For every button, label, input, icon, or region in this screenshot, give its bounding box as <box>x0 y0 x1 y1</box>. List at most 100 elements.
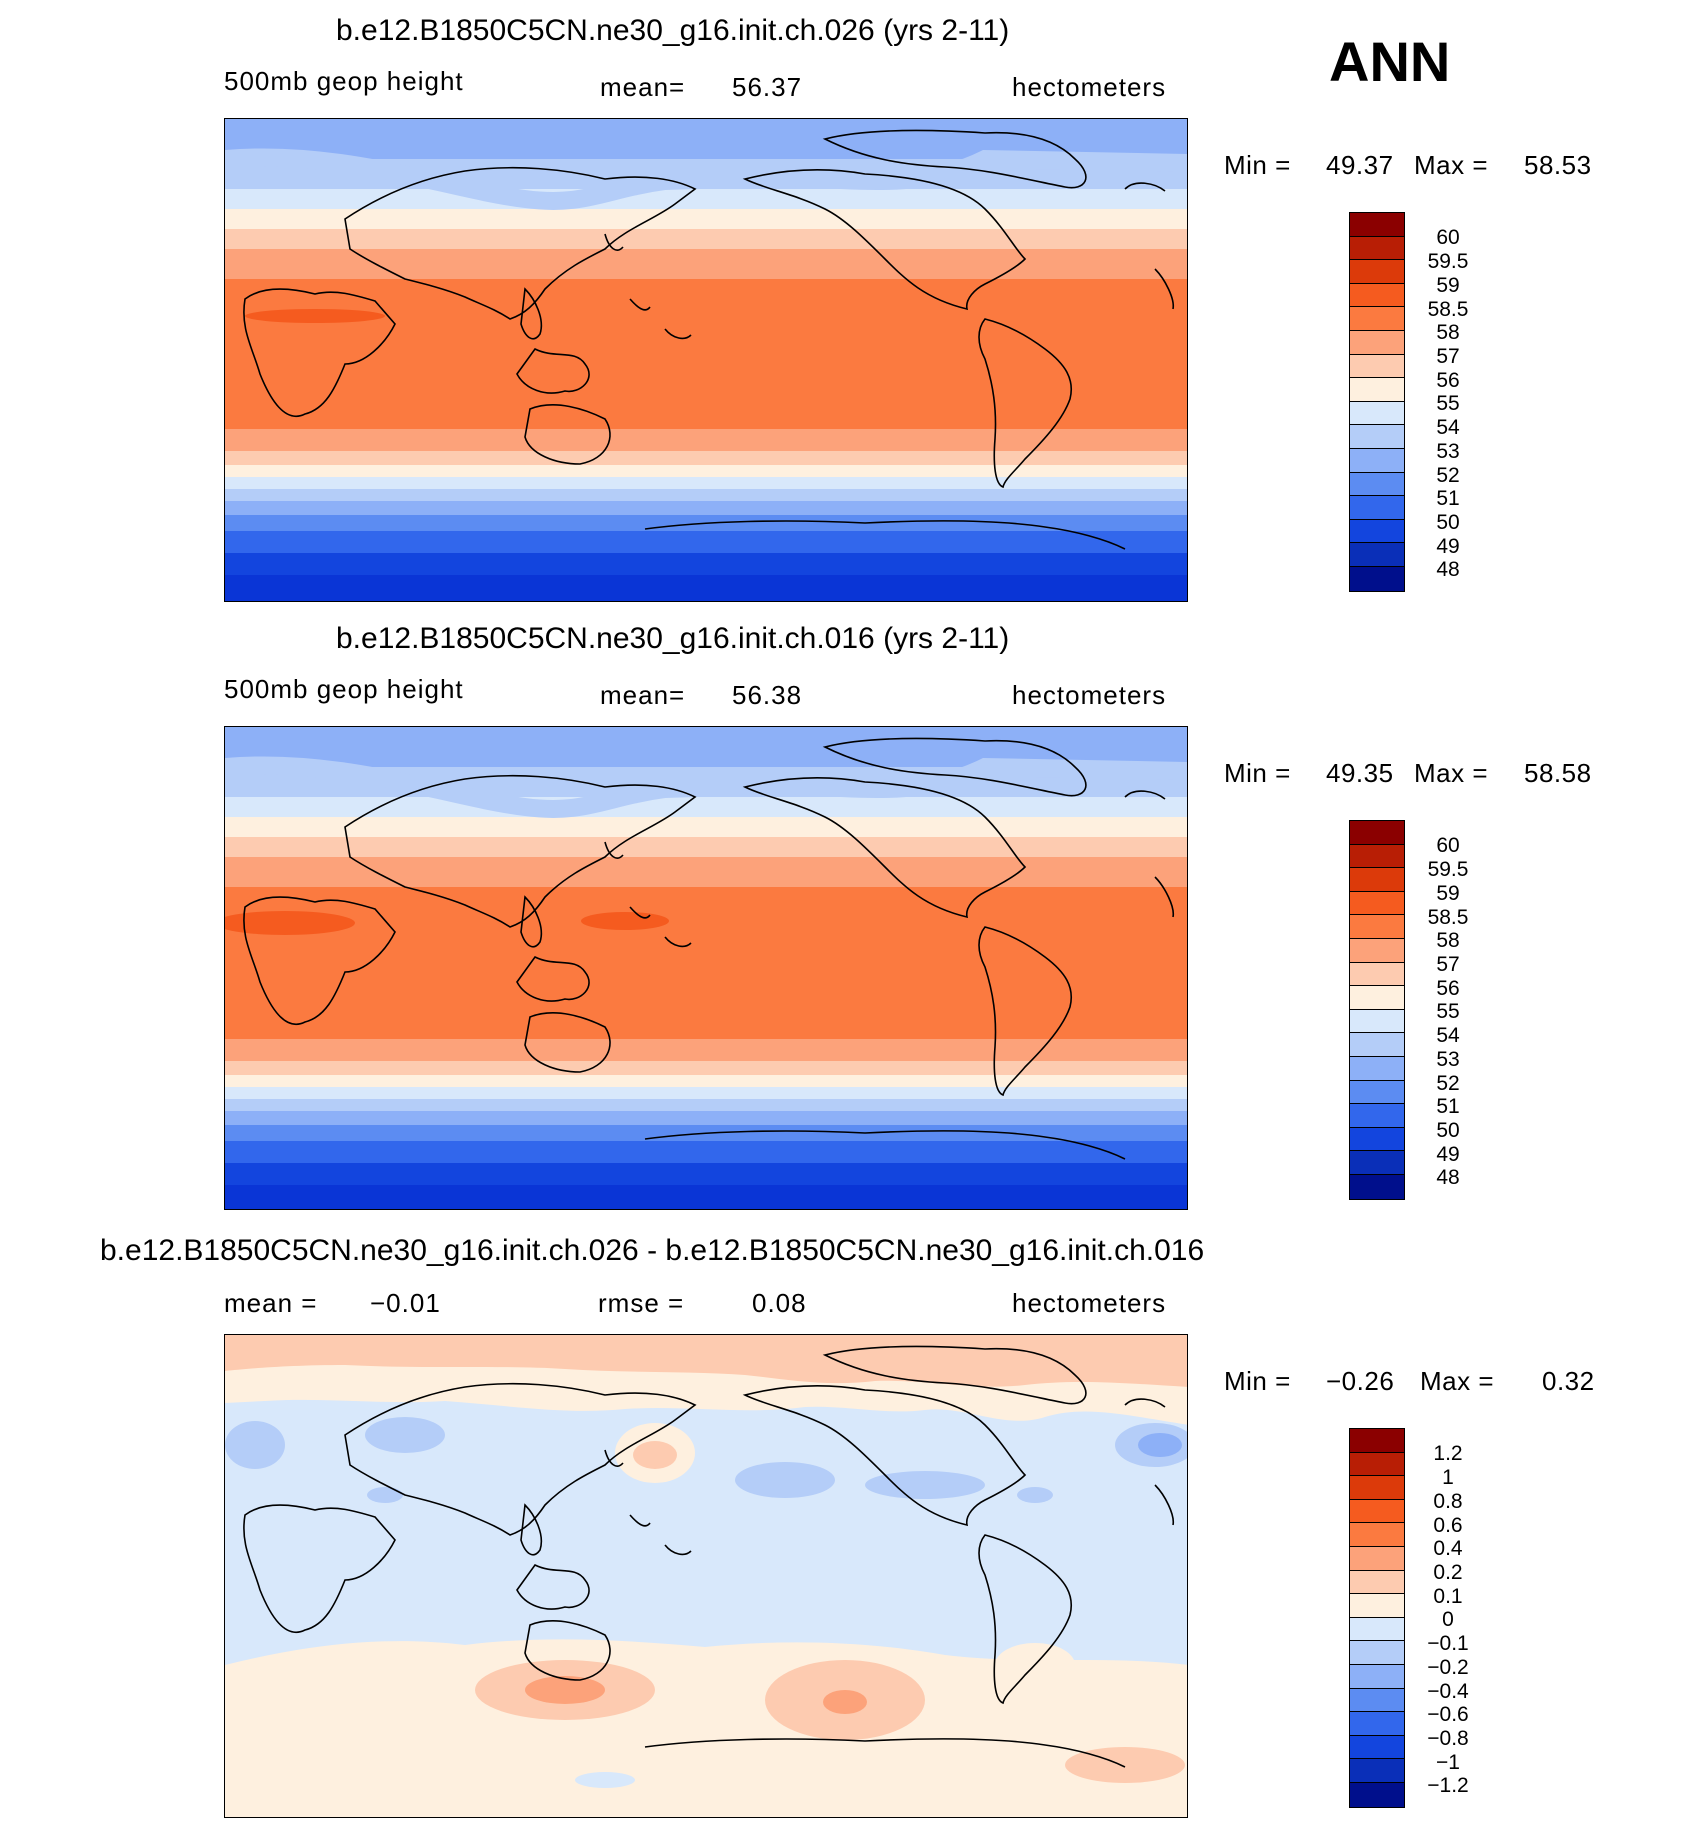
colorbar-swatch <box>1350 496 1404 520</box>
colorbar-label: 0.8 <box>1433 1490 1463 1513</box>
units-label-difference: hectometers <box>1012 1288 1167 1318</box>
colorbar-swatch <box>1350 1452 1404 1477</box>
season-label: ANN <box>1329 30 1451 93</box>
colorbar-swatch <box>1350 1735 1404 1760</box>
colorbar-label: 58 <box>1436 929 1460 952</box>
colorbar-label: 54 <box>1436 416 1460 439</box>
max-value-top: 58.53 <box>1524 150 1592 180</box>
colorbar-label: 59 <box>1436 882 1460 905</box>
colorbar-label: 1 <box>1442 1466 1454 1489</box>
min-label-middle: Min = <box>1224 758 1291 788</box>
colorbar-swatch <box>1350 1151 1404 1175</box>
min-value-top: 49.37 <box>1326 150 1394 180</box>
colorbar-swatch <box>1350 566 1404 591</box>
map-difference <box>224 1334 1188 1818</box>
colorbar-swatch <box>1350 213 1404 237</box>
colorbar-label: 58.5 <box>1427 906 1469 929</box>
colorbar-swatch <box>1350 938 1404 963</box>
colorbar-label: 52 <box>1436 464 1460 487</box>
variable-label-top: 500mb geop height <box>224 66 464 96</box>
colorbar-swatch <box>1350 1174 1404 1199</box>
colorbar-label: 59 <box>1436 274 1460 297</box>
map-top <box>224 118 1188 602</box>
colorbar-label: 0.6 <box>1433 1514 1463 1537</box>
colorbar-swatch <box>1350 1664 1404 1689</box>
colorbar-label: 0 <box>1442 1608 1454 1631</box>
colorbar-label: 56 <box>1436 369 1460 392</box>
contour-bands-difference <box>225 1335 1187 1817</box>
map-middle <box>224 726 1188 1210</box>
colorbar-label: 59.5 <box>1427 858 1469 881</box>
mean-label-top: mean= <box>600 72 686 102</box>
colorbar-label: 0.2 <box>1433 1561 1463 1584</box>
colorbar-label: 58.5 <box>1427 298 1469 321</box>
rmse-label-difference: rmse = <box>598 1288 685 1318</box>
colorbar-label: 50 <box>1436 1119 1460 1142</box>
colorbar-label: 55 <box>1436 1000 1460 1023</box>
colorbar-swatch <box>1350 1782 1404 1807</box>
colorbar-difference <box>1349 1428 1405 1808</box>
colorbar-label: 59.5 <box>1427 250 1469 273</box>
colorbar-swatch <box>1350 1499 1404 1524</box>
colorbar-swatch <box>1350 472 1404 497</box>
mean-value-top: 56.37 <box>732 72 803 102</box>
min-value-middle: 49.35 <box>1326 758 1394 788</box>
colorbar-swatch <box>1350 354 1404 379</box>
colorbar-swatch <box>1350 1104 1404 1128</box>
colorbar-top <box>1349 212 1405 592</box>
colorbar-swatch <box>1350 915 1404 939</box>
min-label-difference: Min = <box>1224 1366 1291 1396</box>
colorbar-swatch <box>1350 378 1404 402</box>
mean-label-middle: mean= <box>600 680 686 710</box>
map-field-difference <box>225 1335 1187 1817</box>
min-label-top: Min = <box>1224 150 1291 180</box>
colorbar-swatch <box>1350 1759 1404 1783</box>
colorbar-label: 0.1 <box>1433 1585 1463 1608</box>
min-value-difference: −0.26 <box>1326 1366 1395 1396</box>
colorbar-label: −1.2 <box>1427 1774 1469 1797</box>
colorbar-swatch <box>1350 1009 1404 1034</box>
colorbar-label: −0.4 <box>1427 1680 1469 1703</box>
colorbar-swatch <box>1350 868 1404 892</box>
colorbar-swatch <box>1350 1476 1404 1500</box>
colorbar-label: 60 <box>1436 834 1460 857</box>
colorbar-label: 48 <box>1436 558 1460 581</box>
colorbar-swatch <box>1350 543 1404 567</box>
colorbar-swatch <box>1350 1712 1404 1736</box>
rmse-value-difference: 0.08 <box>752 1288 807 1318</box>
colorbar-label: 51 <box>1436 1095 1460 1118</box>
colorbar-swatch <box>1350 1127 1404 1152</box>
map-field-top <box>225 119 1187 601</box>
colorbar-label: 60 <box>1436 226 1460 249</box>
coastlines-top <box>243 129 1175 550</box>
colorbar-label: −0.1 <box>1427 1632 1469 1655</box>
colorbar-swatch <box>1350 260 1404 284</box>
colorbar-swatch <box>1350 1429 1404 1453</box>
colorbar-middle <box>1349 820 1405 1200</box>
colorbar-label: 49 <box>1436 1143 1460 1166</box>
mean-label-difference: mean = <box>224 1288 318 1318</box>
units-label-middle: hectometers <box>1012 680 1167 710</box>
colorbar-swatch <box>1350 283 1404 308</box>
colorbar-swatch <box>1350 519 1404 544</box>
colorbar-swatch <box>1350 401 1404 426</box>
contour-bands-top <box>225 119 1187 601</box>
colorbar-swatch <box>1350 1617 1404 1642</box>
colorbar-swatch <box>1350 448 1404 473</box>
colorbar-label: 57 <box>1436 953 1460 976</box>
colorbar-swatch <box>1350 425 1404 449</box>
colorbar-swatch <box>1350 962 1404 987</box>
colorbar-swatch <box>1350 1080 1404 1105</box>
coastlines-difference <box>243 1345 1175 1768</box>
colorbar-label: 52 <box>1436 1072 1460 1095</box>
colorbar-label: 58 <box>1436 321 1460 344</box>
colorbar-label: 55 <box>1436 392 1460 415</box>
colorbar-label: 48 <box>1436 1166 1460 1189</box>
colorbar-label: 1.2 <box>1433 1442 1463 1465</box>
max-label-top: Max = <box>1414 150 1489 180</box>
colorbar-label: 53 <box>1436 440 1460 463</box>
panel-title-top: b.e12.B1850C5CN.ne30_g16.init.ch.026 (yr… <box>336 14 1010 47</box>
colorbar-label: 49 <box>1436 535 1460 558</box>
colorbar-label: 53 <box>1436 1048 1460 1071</box>
contour-bands-middle <box>225 727 1187 1209</box>
